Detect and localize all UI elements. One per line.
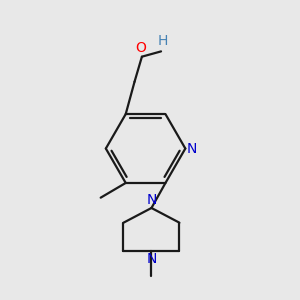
Text: N: N — [187, 142, 197, 155]
Text: N: N — [146, 193, 157, 206]
Text: N: N — [146, 252, 157, 266]
Text: O: O — [135, 41, 146, 55]
Text: H: H — [157, 34, 168, 48]
